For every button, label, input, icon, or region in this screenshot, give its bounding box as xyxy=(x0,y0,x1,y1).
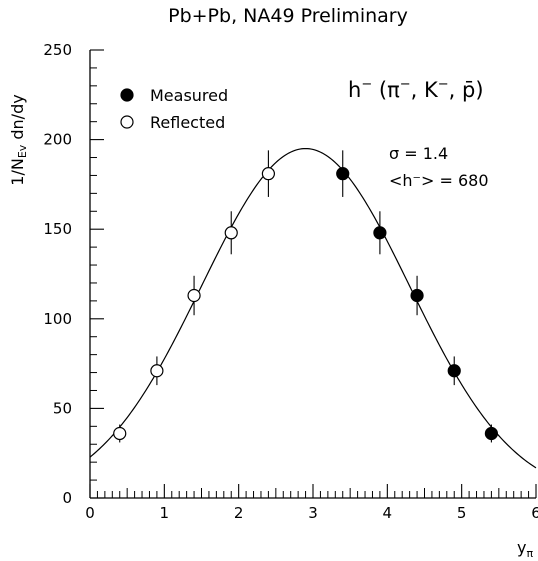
ticks: 0 1 2 3 4 5 6 0 50 100 150 200 250 xyxy=(43,41,538,522)
chart-title: Pb+Pb, NA49 Preliminary xyxy=(168,5,408,27)
gaussian-fit-curve xyxy=(89,147,537,469)
reflected-point xyxy=(113,426,127,441)
legend: Measured Reflected xyxy=(120,86,228,132)
legend-measured-label: Measured xyxy=(150,86,228,105)
reflected-point xyxy=(261,167,275,181)
measured-point xyxy=(373,226,387,240)
x-tick-label: 6 xyxy=(531,504,538,522)
measured-point xyxy=(447,364,461,378)
sigma-annotation: σ = 1.4 xyxy=(389,144,448,163)
legend-reflected-label: Reflected xyxy=(150,113,225,132)
legend-measured-marker xyxy=(120,88,134,102)
x-tick-label: 5 xyxy=(457,504,467,522)
x-axis-label: yπ xyxy=(517,538,533,560)
y-tick-label: 0 xyxy=(62,489,72,507)
x-tick-label: 0 xyxy=(85,504,95,522)
x-tick-label: 4 xyxy=(383,504,393,522)
x-tick-label: 3 xyxy=(308,504,318,522)
measured-point xyxy=(484,426,498,441)
y-tick-label: 200 xyxy=(43,131,72,149)
measured-point xyxy=(410,288,424,303)
y-axis-label: 1/NEv dn/dy xyxy=(8,94,29,185)
fit-curve-group xyxy=(89,147,537,469)
y-tick-label: 250 xyxy=(43,41,72,59)
measured-point xyxy=(336,167,350,181)
reflected-point xyxy=(224,226,238,240)
x-tick-label: 1 xyxy=(160,504,170,522)
x-tick-label: 2 xyxy=(234,504,244,522)
y-tick-label: 150 xyxy=(43,220,72,238)
reflected-point xyxy=(187,288,201,303)
data-points xyxy=(113,150,498,443)
legend-reflected-marker xyxy=(120,115,134,129)
reflected-point xyxy=(150,364,164,378)
particles-annotation: h− (π−, K−, p̄) xyxy=(348,77,484,102)
y-tick-label: 50 xyxy=(53,399,72,417)
y-tick-label: 100 xyxy=(43,310,72,328)
mean-annotation: <h⁻> = 680 xyxy=(389,171,489,190)
